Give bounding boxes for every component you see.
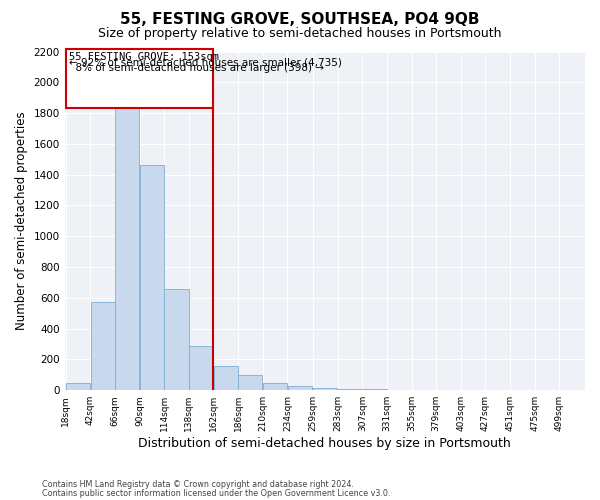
Bar <box>287 386 312 390</box>
Text: ← 92% of semi-detached houses are smaller (4,735): ← 92% of semi-detached houses are smalle… <box>69 58 342 68</box>
Bar <box>164 288 188 390</box>
Y-axis label: Number of semi-detached properties: Number of semi-detached properties <box>15 112 28 330</box>
Text: 55 FESTING GROVE: 153sqm: 55 FESTING GROVE: 153sqm <box>69 52 219 62</box>
Text: Contains HM Land Registry data © Crown copyright and database right 2024.: Contains HM Land Registry data © Crown c… <box>42 480 354 489</box>
Text: Size of property relative to semi-detached houses in Portsmouth: Size of property relative to semi-detach… <box>98 28 502 40</box>
Text: 8% of semi-detached houses are larger (398) →: 8% of semi-detached houses are larger (3… <box>69 63 324 73</box>
Bar <box>140 166 164 390</box>
Text: Contains public sector information licensed under the Open Government Licence v3: Contains public sector information licen… <box>42 488 391 498</box>
Bar <box>91 302 115 390</box>
Bar <box>263 382 287 390</box>
X-axis label: Distribution of semi-detached houses by size in Portsmouth: Distribution of semi-detached houses by … <box>139 437 511 450</box>
Bar <box>189 346 213 390</box>
Bar <box>214 366 238 390</box>
Bar <box>313 388 337 390</box>
Bar <box>66 382 90 390</box>
Text: 55, FESTING GROVE, SOUTHSEA, PO4 9QB: 55, FESTING GROVE, SOUTHSEA, PO4 9QB <box>120 12 480 28</box>
FancyBboxPatch shape <box>66 49 213 108</box>
Bar <box>338 389 362 390</box>
Bar <box>238 375 262 390</box>
Bar <box>115 102 139 390</box>
